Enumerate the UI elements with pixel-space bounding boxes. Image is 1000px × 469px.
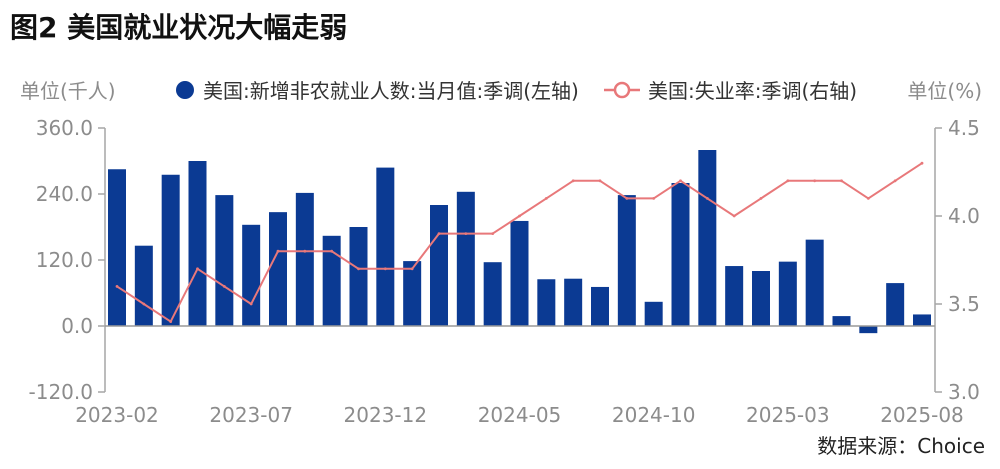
nonfarm-payrolls-bar bbox=[295, 192, 314, 326]
unemployment-rate-point bbox=[222, 285, 226, 288]
unemployment-rate-point bbox=[679, 179, 682, 183]
unemployment-rate-point bbox=[652, 197, 656, 200]
source-note: 数据来源：Choice bbox=[817, 434, 985, 458]
unemployment-rate-point bbox=[571, 179, 575, 183]
x-tick-label: 2023-12 bbox=[344, 403, 428, 427]
right-y-tick-label: 4.0 bbox=[948, 204, 980, 228]
x-tick-label: 2024-10 bbox=[612, 403, 696, 427]
nonfarm-payrolls-bar bbox=[403, 261, 422, 326]
nonfarm-payrolls-bar bbox=[537, 279, 556, 326]
nonfarm-payrolls-bar bbox=[778, 261, 797, 326]
x-tick-label: 2025-08 bbox=[880, 403, 964, 427]
nonfarm-payrolls-bar bbox=[805, 239, 824, 326]
unemployment-rate-point bbox=[786, 179, 790, 183]
x-tick-label: 2025-03 bbox=[746, 403, 830, 427]
unemployment-rate-point bbox=[169, 320, 173, 323]
right-y-tick-label: 4.5 bbox=[948, 116, 980, 140]
unemployment-rate-point bbox=[437, 232, 441, 236]
right-y-tick-label: 3.0 bbox=[948, 380, 980, 404]
legend-bar-marker bbox=[176, 81, 194, 99]
legend-label-unemployment-rate: 美国:失业率:季调(右轴) bbox=[648, 79, 857, 103]
legend: 美国:新增非农就业人数:当月值:季调(左轴) 美国:失业率:季调(右轴) bbox=[176, 79, 857, 103]
nonfarm-payrolls-bar bbox=[510, 220, 529, 326]
nonfarm-payrolls-bar bbox=[698, 150, 717, 326]
unemployment-rate-point bbox=[491, 232, 495, 236]
unemployment-rate-point bbox=[840, 179, 843, 183]
nonfarm-payrolls-bar bbox=[269, 212, 287, 326]
nonfarm-payrolls-bar bbox=[161, 174, 180, 326]
x-tick-label: 2024-05 bbox=[478, 403, 562, 427]
unemployment-rate-point bbox=[732, 214, 736, 218]
nonfarm-payrolls-bar bbox=[349, 227, 368, 326]
left-y-tick-label: 120.0 bbox=[36, 248, 93, 272]
nonfarm-payrolls-bar bbox=[322, 235, 341, 326]
nonfarm-payrolls-bar bbox=[483, 262, 502, 326]
unemployment-rate-point bbox=[920, 161, 924, 165]
legend-item-unemployment-rate: 美国:失业率:季调(右轴) bbox=[604, 79, 857, 103]
legend-point-marker bbox=[613, 81, 631, 99]
nonfarm-payrolls-bar bbox=[886, 283, 905, 326]
right-axis-unit: 单位(%) bbox=[907, 79, 982, 103]
unemployment-rate-point bbox=[196, 267, 199, 271]
x-tick-label: 2023-02 bbox=[75, 403, 159, 427]
nonfarm-payrolls-bar bbox=[913, 314, 931, 326]
bar-series bbox=[105, 150, 935, 334]
right-y-tick-label: 3.5 bbox=[948, 292, 980, 316]
unemployment-rate-point bbox=[303, 249, 307, 253]
unemployment-rate-point bbox=[330, 249, 334, 253]
axes: 360.0 240.0 120.0 0.0 -120.0 4.5 4.0 3.5 3.0 bbox=[29, 116, 980, 404]
unemployment-rate-point bbox=[866, 197, 870, 200]
line-series bbox=[115, 161, 924, 323]
left-y-tick-label: -120.0 bbox=[29, 380, 93, 404]
nonfarm-payrolls-bar bbox=[644, 301, 663, 326]
x-axis-labels: 2023-02 2023-07 2023-12 2024-05 2024-10 2025-… bbox=[75, 403, 964, 427]
unemployment-rate-point bbox=[142, 302, 146, 306]
nonfarm-payrolls-bar bbox=[832, 316, 851, 326]
unemployment-rate-point bbox=[383, 267, 387, 271]
unemployment-rate-point bbox=[625, 197, 629, 200]
nonfarm-payrolls-bar bbox=[671, 183, 690, 326]
nonfarm-payrolls-bar bbox=[242, 224, 261, 326]
nonfarm-payrolls-bar bbox=[376, 167, 395, 326]
nonfarm-payrolls-bar bbox=[456, 191, 475, 326]
left-y-tick-label: 360.0 bbox=[36, 116, 93, 140]
nonfarm-payrolls-bar bbox=[859, 326, 878, 334]
unemployment-rate-point bbox=[410, 267, 414, 271]
unemployment-rate-point bbox=[893, 179, 897, 183]
nonfarm-payrolls-bar bbox=[430, 205, 448, 326]
unemployment-rate-point bbox=[518, 214, 521, 218]
unemployment-rate-point bbox=[115, 285, 119, 288]
unemployment-rate-point bbox=[813, 179, 817, 183]
nonfarm-payrolls-bar bbox=[752, 271, 770, 326]
unemployment-rate-point bbox=[464, 232, 468, 236]
left-y-tick-label: 240.0 bbox=[36, 182, 93, 206]
nonfarm-payrolls-bar bbox=[188, 161, 207, 326]
unemployment-rate-point bbox=[276, 249, 280, 253]
unemployment-rate-point bbox=[759, 197, 763, 200]
chart-title: 图2 美国就业状况大幅走弱 bbox=[10, 11, 347, 44]
left-axis-unit: 单位(千人) bbox=[20, 79, 116, 103]
legend-item-nonfarm-payrolls: 美国:新增非农就业人数:当月值:季调(左轴) bbox=[176, 79, 579, 103]
left-y-tick-label: 0.0 bbox=[61, 314, 93, 338]
nonfarm-payrolls-bar bbox=[564, 278, 583, 326]
nonfarm-payrolls-bar bbox=[591, 286, 609, 326]
nonfarm-payrolls-bar bbox=[108, 169, 126, 326]
nonfarm-payrolls-bar bbox=[134, 245, 153, 326]
unemployment-rate-point bbox=[249, 302, 253, 306]
legend-label-nonfarm-payrolls: 美国:新增非农就业人数:当月值:季调(左轴) bbox=[203, 79, 579, 103]
unemployment-rate-point bbox=[357, 267, 360, 271]
nonfarm-payrolls-bar bbox=[617, 195, 636, 326]
nonfarm-payrolls-bar bbox=[215, 195, 234, 326]
nonfarm-payrolls-bar bbox=[725, 266, 744, 326]
x-tick-label: 2023-07 bbox=[209, 403, 293, 427]
unemployment-rate-point bbox=[544, 197, 548, 200]
unemployment-rate-point bbox=[705, 197, 709, 200]
unemployment-rate-point bbox=[598, 179, 602, 183]
